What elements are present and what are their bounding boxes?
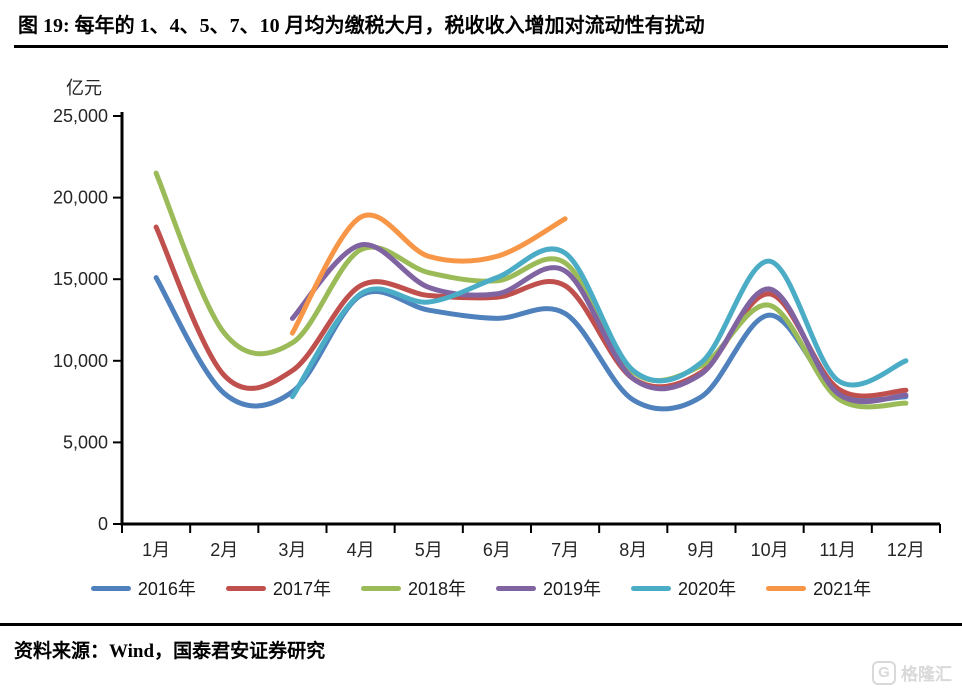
line-chart: 0 5,000 10,000 15,000 20,000 25,000 亿元 1月 2月 3月 4月… (53, 78, 941, 559)
legend-item-2020: 2020年 (631, 575, 736, 601)
x-axis-tick-label: 7月 (551, 540, 579, 559)
x-axis-tick-label: 4月 (347, 540, 375, 559)
x-axis-tick-label: 1月 (142, 540, 170, 559)
footer-divider (0, 623, 962, 626)
legend-swatch-2020 (631, 585, 672, 591)
series-line-2017 (153, 224, 909, 399)
gelonghui-watermark-text: 格隆汇 (901, 665, 952, 684)
series-line-2020 (289, 246, 909, 400)
legend-swatch-2019 (496, 585, 536, 591)
x-axis-tick-label: 8月 (619, 540, 647, 559)
legend-label: 2020年 (678, 579, 737, 599)
chart-legend: 2016年 2017年 2018年 2019年 2020年 2021年 (0, 575, 962, 601)
source-note: 资料来源：Wind，国泰君安证券研究 (14, 641, 326, 662)
y-axis-unit-label: 亿元 (66, 78, 102, 98)
gelonghui-logo-icon: G (872, 660, 896, 685)
y-axis-tick-label: 15,000 (53, 269, 108, 289)
legend-item-2019: 2019年 (496, 575, 601, 601)
y-axis-tick-label: 25,000 (53, 106, 108, 126)
y-axis-tick-label: 20,000 (53, 188, 108, 208)
legend-item-2017: 2017年 (225, 575, 331, 601)
x-axis-tick-label: 2月 (210, 540, 238, 559)
series-line-2018 (153, 170, 909, 410)
x-axis-tick-label: 9月 (687, 540, 715, 559)
x-axis-tick-label: 5月 (415, 540, 443, 559)
figure-title: 图 19: 每年的 1、4、5、7、10 月均为缴税大月，税收收入增加对流动性有… (18, 15, 705, 37)
legend-label: 2018年 (407, 579, 466, 599)
legend-swatch-2021 (766, 585, 807, 591)
gelonghui-watermark: G 格隆汇 (872, 660, 952, 685)
x-axis-tick-label: 12月 (887, 540, 925, 559)
legend-label: 2019年 (543, 579, 602, 599)
legend-label: 2021年 (813, 579, 872, 599)
legend-swatch-2017 (225, 585, 266, 591)
legend-item-2016: 2016年 (90, 575, 196, 601)
title-divider (14, 45, 948, 48)
x-axis-tick-label: 10月 (751, 540, 789, 559)
legend-swatch-2018 (360, 585, 401, 591)
y-axis-tick-label: 10,000 (53, 351, 108, 371)
x-axis-tick-label: 11月 (819, 540, 856, 559)
legend-swatch-2016 (90, 585, 131, 591)
series-line-2019 (289, 242, 909, 405)
y-axis-tick-label: 0 (98, 514, 108, 534)
y-axis-tick-label: 5,000 (63, 432, 108, 452)
x-axis-tick-label: 3月 (278, 540, 306, 559)
series-line-2016 (153, 275, 909, 412)
legend-item-2018: 2018年 (360, 575, 466, 601)
legend-item-2021: 2021年 (766, 575, 871, 601)
legend-label: 2017年 (272, 579, 331, 599)
chart-area: 0 5,000 10,000 15,000 20,000 25,000 亿元 1月 2月 3月 4月… (0, 54, 962, 601)
legend-label: 2016年 (137, 579, 196, 599)
series-line-2021 (289, 212, 568, 336)
x-axis-tick-label: 6月 (483, 540, 511, 559)
